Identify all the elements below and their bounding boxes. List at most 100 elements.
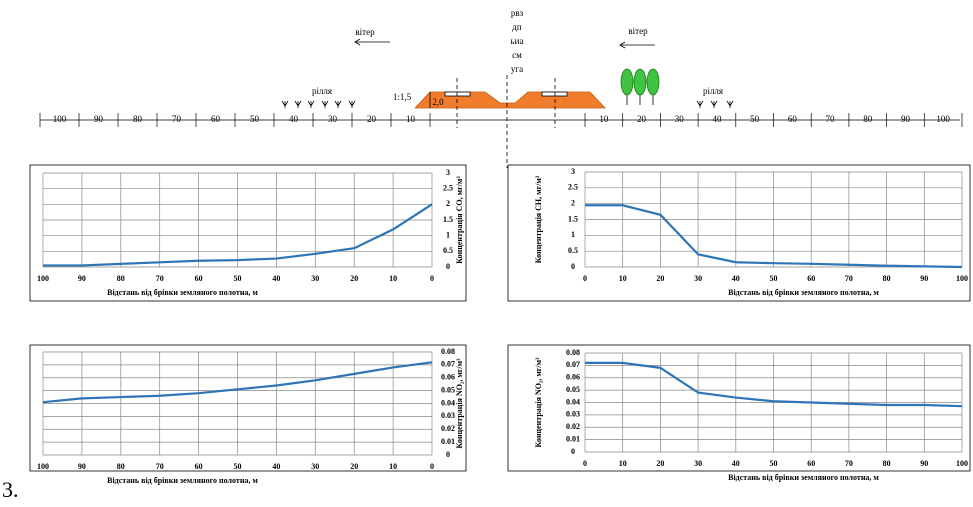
y-tick-label: 0.08 — [441, 347, 455, 356]
x-tick-label: 70 — [156, 274, 164, 283]
x-tick-label: 100 — [956, 274, 968, 283]
x-tick-label: 90 — [920, 459, 928, 468]
scale-label: 80 — [863, 114, 873, 124]
scale-label: 60 — [211, 114, 221, 124]
x-tick-label: 100 — [37, 274, 49, 283]
x-tick-label: 90 — [920, 274, 928, 283]
x-tick-label: 0 — [583, 274, 587, 283]
figure-label: 3. — [2, 477, 19, 502]
x-tick-label: 60 — [807, 274, 815, 283]
y-tick-label: 0.06 — [566, 373, 580, 382]
y-tick-label: 1.5 — [443, 215, 453, 224]
x-tick-label: 60 — [195, 274, 203, 283]
y-tick-label: 0.02 — [566, 422, 580, 431]
y-tick-label: 3 — [571, 167, 575, 176]
pavement — [542, 92, 567, 96]
y-tick-label: 2 — [446, 199, 450, 208]
x-tick-label: 20 — [350, 274, 358, 283]
scale-label: 70 — [826, 114, 836, 124]
wind-label: вітер — [628, 26, 648, 36]
scale-label: 60 — [788, 114, 798, 124]
x-axis-label: Відстань від брівки земляного полотна, м — [728, 288, 879, 297]
y-tick-label: 1.5 — [568, 214, 578, 223]
x-tick-label: 40 — [732, 459, 740, 468]
x-tick-label: 40 — [732, 274, 740, 283]
y-tick-label: 0.5 — [443, 246, 453, 255]
median-label: см — [512, 50, 522, 60]
x-tick-label: 30 — [311, 274, 319, 283]
x-tick-label: 70 — [156, 462, 164, 471]
y-tick-label: 2.5 — [568, 183, 578, 192]
x-tick-label: 40 — [272, 274, 280, 283]
x-tick-label: 100 — [956, 459, 968, 468]
height-label: 2,0 — [432, 97, 444, 107]
cross-section — [40, 39, 960, 168]
y-tick-label: 0.03 — [566, 410, 580, 419]
scale-label: 80 — [133, 114, 143, 124]
x-tick-label: 10 — [619, 459, 627, 468]
x-tick-label: 50 — [234, 274, 242, 283]
x-tick-label: 60 — [807, 459, 815, 468]
y-axis-label: Концентрація CO, мг/м³ — [455, 176, 464, 264]
x-tick-label: 90 — [78, 462, 86, 471]
trees — [621, 69, 659, 105]
scale-label: 30 — [675, 114, 685, 124]
x-tick-label: 70 — [845, 274, 853, 283]
y-axis-label: Концентрація CH, мг/м³ — [534, 175, 543, 263]
y-tick-label: 0.08 — [566, 348, 580, 357]
y-tick-label: 0.01 — [441, 437, 455, 446]
x-axis-label: Відстань від брівки земляного полотна, м — [728, 473, 879, 482]
scale-label: 30 — [328, 114, 338, 124]
x-tick-label: 70 — [845, 459, 853, 468]
figure: рвз дп ьиа см уга вітер вітер рілля рілл… — [0, 0, 973, 507]
y-tick-label: 0.03 — [441, 411, 455, 420]
y-axis-label: Концентрація NO₂, мг/м³ — [534, 357, 543, 448]
x-tick-label: 0 — [583, 459, 587, 468]
y-tick-label: 0 — [446, 262, 450, 271]
scale-label: 90 — [901, 114, 911, 124]
x-tick-label: 100 — [37, 462, 49, 471]
y-tick-label: 0.07 — [566, 360, 580, 369]
y-tick-label: 0 — [446, 450, 450, 459]
scale-label: 100 — [53, 114, 67, 124]
x-tick-label: 30 — [311, 462, 319, 471]
scale-label: 90 — [94, 114, 104, 124]
y-tick-label: 0.07 — [441, 360, 455, 369]
x-tick-label: 50 — [770, 459, 778, 468]
y-tick-label: 0.02 — [441, 424, 455, 433]
x-axis-label: Відстань від брівки земляного полотна, м — [107, 288, 258, 297]
y-tick-label: 0.5 — [568, 246, 578, 255]
y-tick-label: 0 — [571, 447, 575, 456]
scale-label: 20 — [367, 114, 377, 124]
scale-label: 100 — [936, 114, 950, 124]
x-tick-label: 10 — [389, 274, 397, 283]
y-tick-label: 1 — [446, 230, 450, 239]
median-label: уга — [511, 64, 523, 74]
field-label: рілля — [312, 86, 332, 96]
scale-label: 50 — [250, 114, 260, 124]
scale-label: 10 — [599, 114, 609, 124]
x-tick-label: 60 — [195, 462, 203, 471]
field-label: рілля — [703, 86, 723, 96]
x-tick-label: 10 — [619, 274, 627, 283]
slope-label: 1:1,5 — [393, 92, 412, 102]
median-label: рвз — [511, 8, 524, 18]
y-tick-label: 3 — [446, 168, 450, 177]
x-axis-label: Відстань від брівки земляного полотна, м — [107, 476, 258, 485]
scale-label: 20 — [637, 114, 647, 124]
x-tick-label: 90 — [78, 274, 86, 283]
chart-frame — [30, 165, 466, 301]
x-tick-label: 20 — [656, 459, 664, 468]
scale-label: 10 — [406, 114, 416, 124]
median-label: ьиа — [511, 36, 524, 46]
x-tick-label: 20 — [350, 462, 358, 471]
y-tick-label: 0.01 — [566, 434, 580, 443]
scale-label: 40 — [289, 114, 299, 124]
y-tick-label: 0.05 — [441, 385, 455, 394]
x-tick-label: 80 — [883, 274, 891, 283]
y-axis-label: Концентрація NO₂, мг/м³ — [455, 358, 464, 449]
x-tick-label: 0 — [430, 274, 434, 283]
y-tick-label: 0.05 — [566, 385, 580, 394]
chart-frame — [30, 345, 466, 471]
x-tick-label: 0 — [430, 462, 434, 471]
